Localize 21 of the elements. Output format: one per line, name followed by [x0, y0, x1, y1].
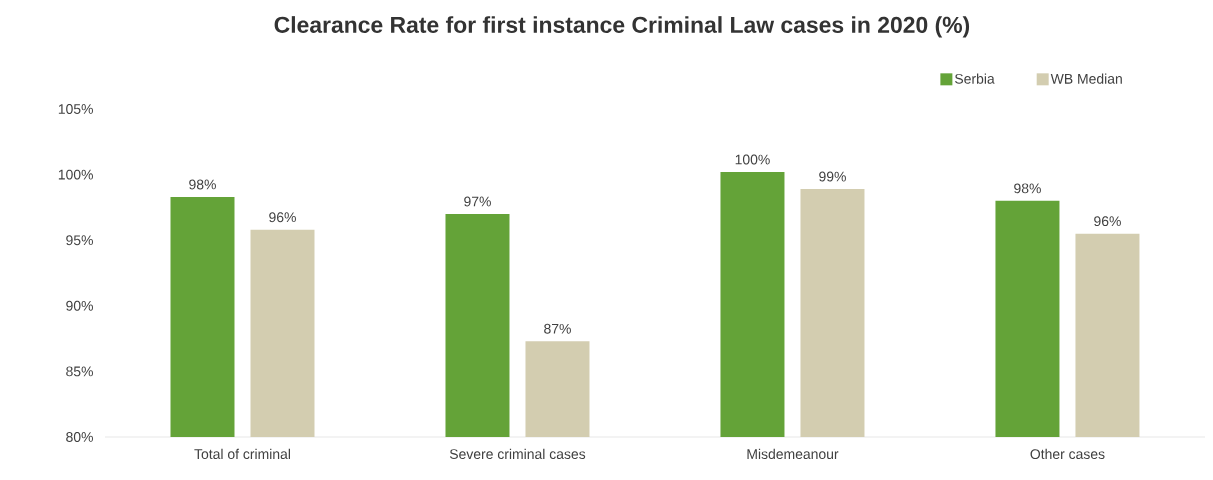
y-tick-label: 90% [66, 300, 93, 311]
y-tick-label: 80% [66, 432, 93, 442]
x-tick-label: Misdemeanour [747, 448, 839, 460]
x-tick-label: Total of criminal [194, 448, 290, 460]
y-tick-label: 105% [58, 104, 93, 114]
data-label: 99% [819, 171, 846, 182]
data-label: 97% [464, 196, 491, 207]
data-label: 96% [269, 212, 296, 223]
legend-label: WB Median [1050, 73, 1122, 84]
legend-label: Serbia [955, 73, 995, 84]
chart-title: Clearance Rate for first instance Criminal Law cases in 2020 (%) [274, 16, 970, 38]
y-tick-label: 95% [66, 235, 93, 246]
data-label: 87% [544, 323, 571, 334]
data-label: 100% [735, 154, 770, 165]
x-tick-label: Other cases [1030, 448, 1105, 460]
data-label: 98% [189, 179, 216, 190]
data-label: 96% [1094, 216, 1121, 227]
y-tick-label: 100% [58, 169, 93, 180]
x-tick-label: Severe criminal cases [449, 448, 586, 460]
data-label: 98% [1014, 183, 1041, 194]
y-tick-label: 85% [66, 366, 93, 377]
